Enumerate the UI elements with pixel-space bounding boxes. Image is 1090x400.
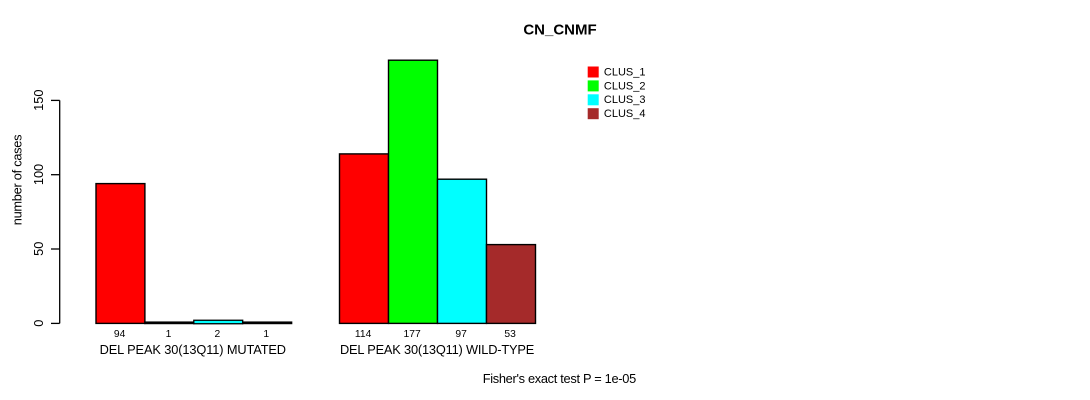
svg-text:CLUS_3: CLUS_3 xyxy=(604,94,646,106)
svg-text:CLUS_4: CLUS_4 xyxy=(604,108,646,120)
svg-text:94: 94 xyxy=(114,329,126,340)
svg-text:DEL PEAK 30(13Q11) WILD-TYPE: DEL PEAK 30(13Q11) WILD-TYPE xyxy=(340,342,534,357)
svg-text:CLUS_2: CLUS_2 xyxy=(604,80,646,92)
svg-text:177: 177 xyxy=(404,329,421,340)
svg-text:1: 1 xyxy=(166,329,172,340)
svg-text:CLUS_1: CLUS_1 xyxy=(604,66,646,78)
svg-text:number of cases: number of cases xyxy=(10,135,25,226)
svg-text:150: 150 xyxy=(31,90,46,111)
svg-text:1: 1 xyxy=(263,329,269,340)
svg-text:50: 50 xyxy=(31,242,46,256)
svg-text:97: 97 xyxy=(455,329,467,340)
svg-text:100: 100 xyxy=(31,164,46,185)
svg-text:Fisher's exact test P = 1e-05: Fisher's exact test P = 1e-05 xyxy=(483,371,636,386)
svg-text:CN_CNMF: CN_CNMF xyxy=(523,22,596,39)
svg-text:2: 2 xyxy=(215,329,221,340)
svg-text:0: 0 xyxy=(31,320,46,327)
svg-text:114: 114 xyxy=(355,329,372,340)
svg-text:53: 53 xyxy=(504,329,516,340)
svg-text:DEL PEAK 30(13Q11) MUTATED: DEL PEAK 30(13Q11) MUTATED xyxy=(100,342,286,357)
